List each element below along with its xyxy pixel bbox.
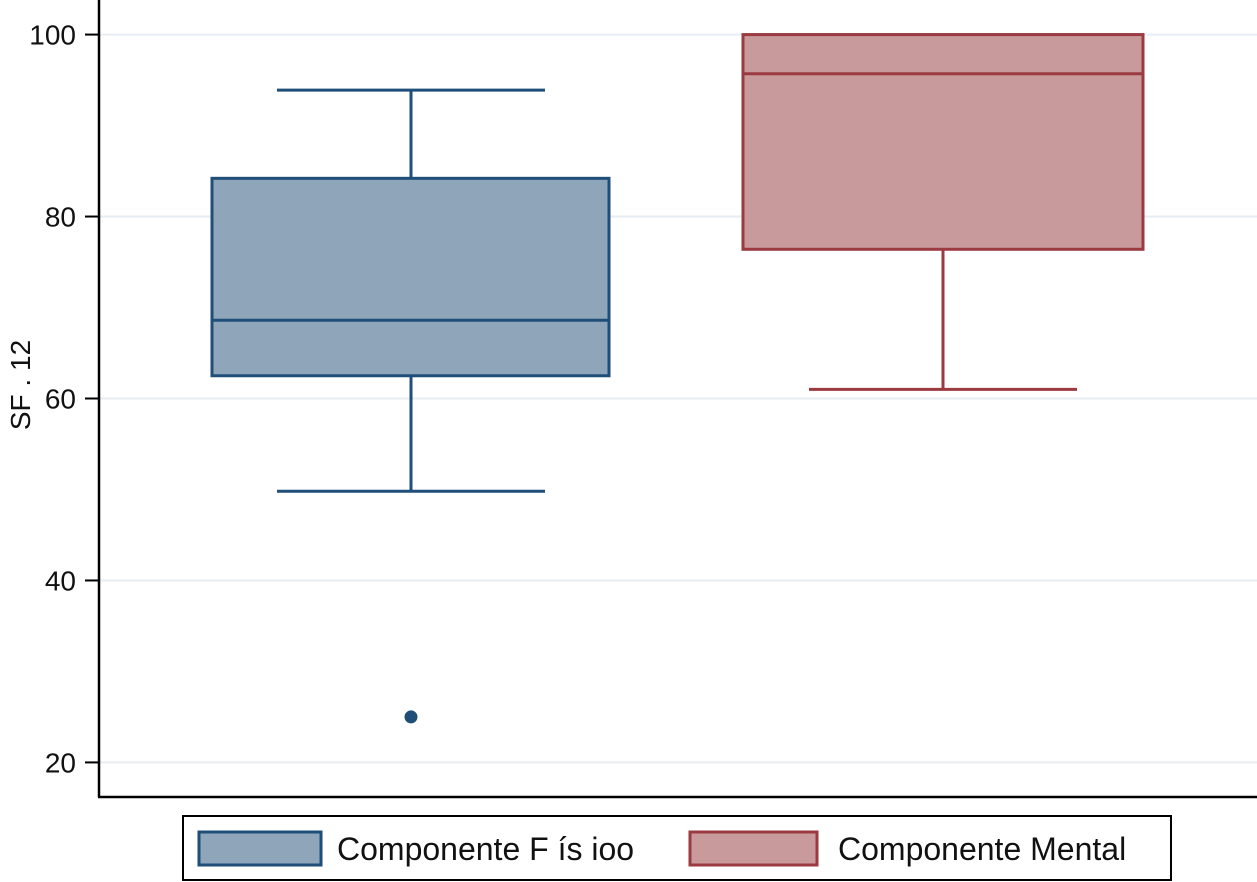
legend-swatch-fisico xyxy=(197,830,323,867)
y-tick-label-100: 100 xyxy=(29,20,76,51)
box-fisico xyxy=(210,176,611,378)
boxes xyxy=(210,33,1145,724)
y-tick-label-80: 80 xyxy=(45,202,76,233)
axes xyxy=(97,0,1257,799)
box-mental xyxy=(741,33,1145,251)
legend: Componente F ís ioo Componente Mental xyxy=(182,815,1172,881)
y-tick-label-20: 20 xyxy=(45,747,76,778)
y-axis-title: SF . 12 xyxy=(5,340,36,430)
legend-swatch-mental xyxy=(688,830,819,867)
legend-label-mental: Componente Mental xyxy=(838,831,1126,867)
y-tick-label-60: 60 xyxy=(45,384,76,415)
legend-label-fisico: Componente F ís ioo xyxy=(337,831,634,867)
outlier-fisico-0 xyxy=(404,710,418,724)
y-axis-ticks: 20 40 60 80 100 xyxy=(29,20,99,778)
y-tick-label-40: 40 xyxy=(45,565,76,596)
legend-frame xyxy=(182,815,1172,881)
